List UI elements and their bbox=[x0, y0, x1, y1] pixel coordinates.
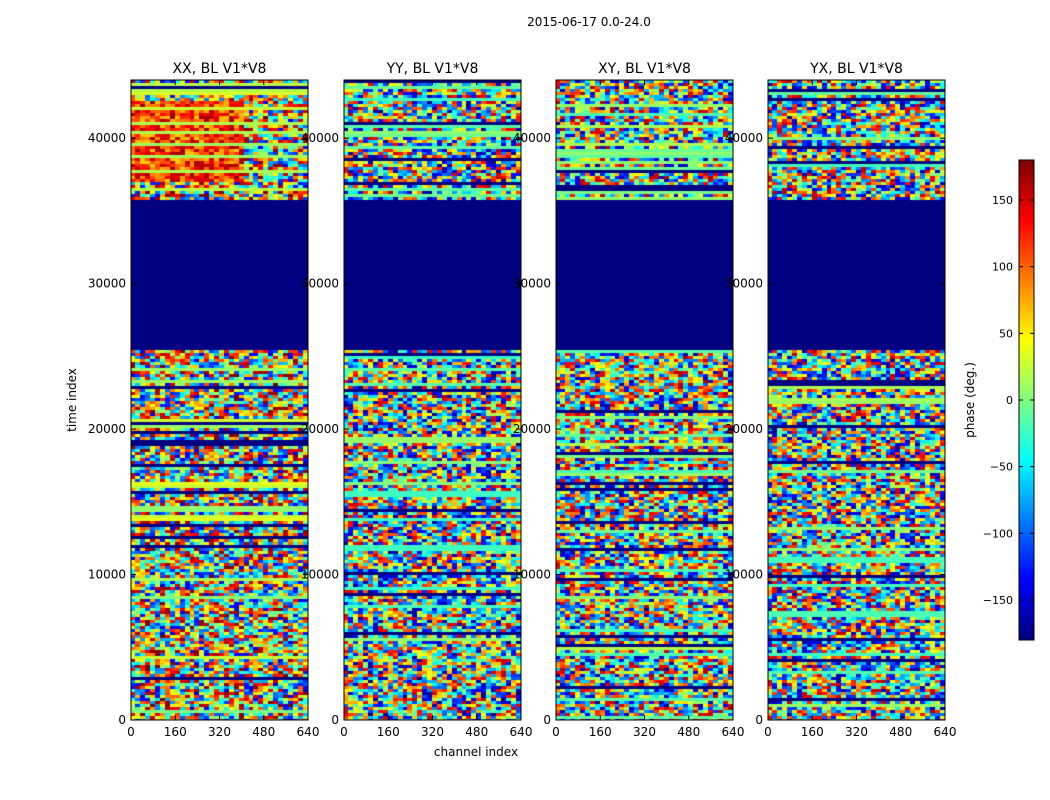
y-tick-label: 30000 bbox=[301, 277, 339, 291]
panel-2: XY, BL V1*V8 0 160 320 480 640 0 10000 20000 3000… bbox=[513, 61, 745, 739]
colorbar-gradient bbox=[1019, 160, 1034, 640]
panel-1: YY, BL V1*V8 0 160 320 480 640 0 10000 20000 3000… bbox=[301, 61, 533, 739]
panel-title-2: XY, BL V1*V8 bbox=[598, 61, 691, 77]
y-tick-label: 10000 bbox=[88, 568, 126, 582]
colorbar-tick-label: −50 bbox=[990, 461, 1013, 474]
heatmap-image-1 bbox=[344, 80, 521, 720]
heatmap-image-3 bbox=[768, 80, 945, 720]
x-tick-label: 320 bbox=[208, 725, 231, 739]
x-tick-label: 640 bbox=[297, 725, 320, 739]
y-tick-label: 10000 bbox=[301, 568, 339, 582]
panel-0: XX, BL V1*V8 0 160 320 480 640 0 10000 20000 3000… bbox=[88, 61, 320, 739]
y-tick-label: 0 bbox=[755, 713, 763, 727]
figure-suptitle: 2015-06-17 0.0-24.0 bbox=[527, 15, 651, 29]
x-tick-label: 160 bbox=[164, 725, 187, 739]
colorbar-tick-label: 150 bbox=[992, 194, 1013, 207]
y-tick-label: 20000 bbox=[301, 422, 339, 436]
y-tick-label: 40000 bbox=[725, 131, 763, 145]
y-tick-label: 0 bbox=[118, 713, 126, 727]
x-tick-label: 0 bbox=[552, 725, 560, 739]
y-tick-label: 20000 bbox=[88, 422, 126, 436]
y-tick-label: 30000 bbox=[513, 277, 551, 291]
panels-group: XX, BL V1*V8 0 160 320 480 640 0 10000 20000 3000… bbox=[88, 61, 957, 739]
x-tick-label: 320 bbox=[845, 725, 868, 739]
heatmap-image-2 bbox=[556, 80, 733, 720]
x-tick-label: 160 bbox=[589, 725, 612, 739]
panel-title-3: YX, BL V1*V8 bbox=[809, 61, 903, 77]
y-tick-label: 20000 bbox=[725, 422, 763, 436]
y-tick-label: 20000 bbox=[513, 422, 551, 436]
x-tick-label: 640 bbox=[722, 725, 745, 739]
panel-3: YX, BL V1*V8 0 160 320 480 640 0 10000 20000 3000… bbox=[725, 61, 957, 739]
colorbar: −150 −100 −50 0 50 100 150 bbox=[983, 159, 1035, 641]
y-tick-label: 0 bbox=[331, 713, 339, 727]
y-axis-label: time index bbox=[65, 368, 79, 432]
x-tick-label: 480 bbox=[889, 725, 912, 739]
x-axis-label: channel index bbox=[434, 745, 518, 759]
x-tick-label: 640 bbox=[510, 725, 533, 739]
x-tick-label: 0 bbox=[340, 725, 348, 739]
x-tick-label: 0 bbox=[764, 725, 772, 739]
colorbar-tick-label: −100 bbox=[983, 527, 1013, 540]
x-tick-label: 480 bbox=[677, 725, 700, 739]
colorbar-tick-label: 50 bbox=[999, 327, 1013, 340]
y-tick-label: 40000 bbox=[88, 131, 126, 145]
colorbar-tick-label: 0 bbox=[1006, 394, 1013, 407]
y-tick-label: 0 bbox=[543, 713, 551, 727]
y-tick-label: 30000 bbox=[88, 277, 126, 291]
x-tick-label: 320 bbox=[633, 725, 656, 739]
x-tick-label: 320 bbox=[421, 725, 444, 739]
x-tick-label: 480 bbox=[465, 725, 488, 739]
x-tick-label: 160 bbox=[801, 725, 824, 739]
heatmap-image-0 bbox=[131, 80, 308, 720]
y-tick-label: 10000 bbox=[725, 568, 763, 582]
colorbar-tick-label: −150 bbox=[983, 594, 1013, 607]
colorbar-label: phase (deg.) bbox=[963, 362, 977, 438]
x-tick-label: 160 bbox=[377, 725, 400, 739]
colorbar-tick-label: 100 bbox=[992, 261, 1013, 274]
y-tick-label: 30000 bbox=[725, 277, 763, 291]
x-tick-label: 0 bbox=[127, 725, 135, 739]
x-tick-label: 640 bbox=[934, 725, 957, 739]
y-tick-label: 10000 bbox=[513, 568, 551, 582]
y-tick-label: 40000 bbox=[513, 131, 551, 145]
x-tick-label: 480 bbox=[252, 725, 275, 739]
y-tick-label: 40000 bbox=[301, 131, 339, 145]
panel-title-0: XX, BL V1*V8 bbox=[173, 61, 267, 77]
panel-title-1: YY, BL V1*V8 bbox=[386, 61, 479, 77]
